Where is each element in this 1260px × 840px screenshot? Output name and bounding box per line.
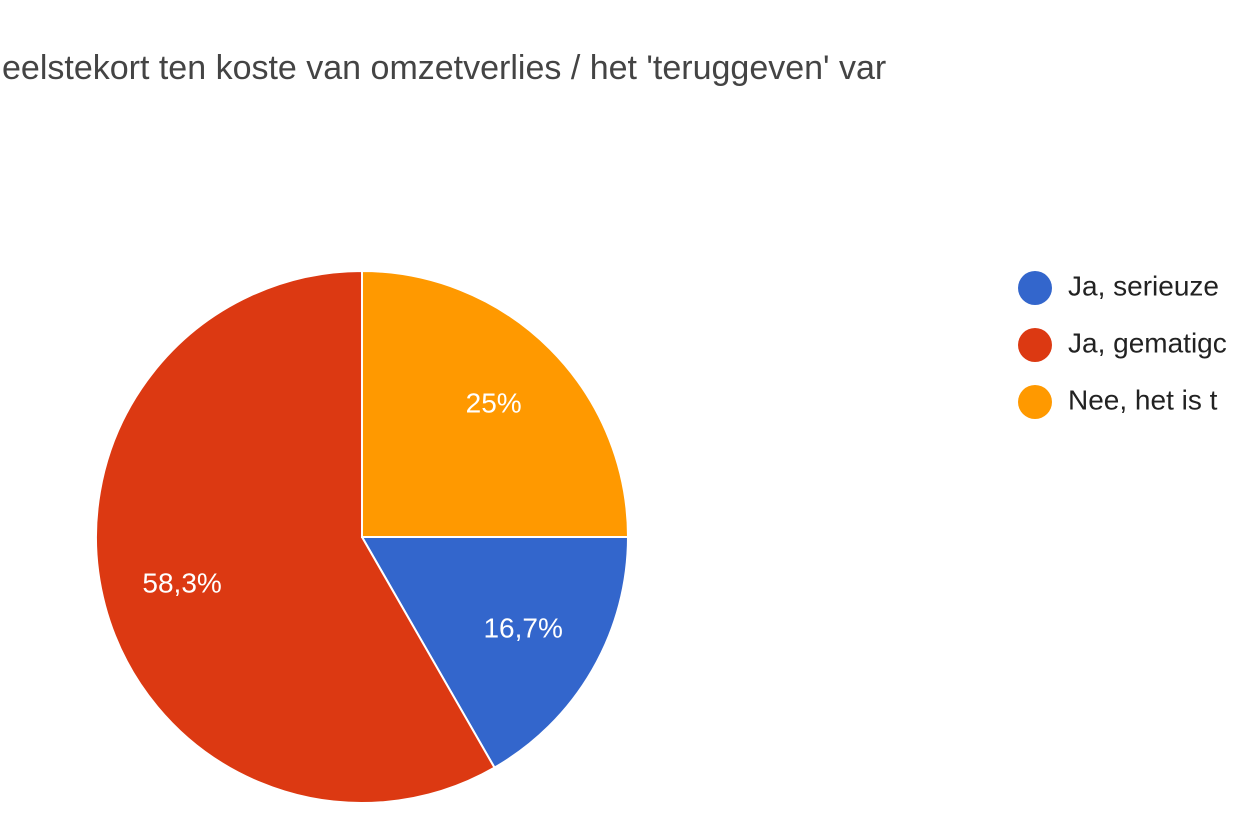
legend-marker — [1018, 328, 1052, 362]
pie-slice — [360, 536, 630, 770]
slice-label: 25% — [466, 388, 522, 419]
pie-slice — [361, 269, 630, 538]
legend-marker — [1018, 385, 1052, 419]
legend-label: Nee, het is t — [1068, 384, 1218, 415]
chart-title: eelstekort ten koste van omzetverlies / … — [2, 49, 886, 87]
slice-label: 58,3% — [142, 567, 221, 598]
legend-label: Ja, gematigc — [1068, 327, 1227, 358]
legend-marker — [1018, 271, 1052, 305]
slice-label: 16,7% — [483, 613, 562, 644]
pie-slice — [95, 269, 496, 804]
legend-label: Ja, serieuze — [1068, 270, 1219, 301]
